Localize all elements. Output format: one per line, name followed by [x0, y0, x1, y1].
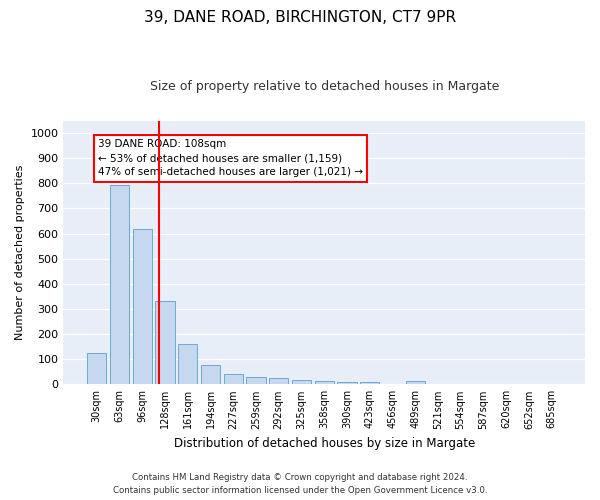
Bar	[292, 380, 311, 384]
Bar	[178, 344, 197, 385]
Y-axis label: Number of detached properties: Number of detached properties	[15, 164, 25, 340]
Bar	[133, 228, 152, 384]
Bar	[406, 382, 425, 384]
Text: 39 DANE ROAD: 108sqm
← 53% of detached houses are smaller (1,159)
47% of semi-de: 39 DANE ROAD: 108sqm ← 53% of detached h…	[98, 140, 363, 177]
Title: Size of property relative to detached houses in Margate: Size of property relative to detached ho…	[149, 80, 499, 93]
Bar	[314, 382, 334, 384]
Bar	[269, 378, 289, 384]
X-axis label: Distribution of detached houses by size in Margate: Distribution of detached houses by size …	[173, 437, 475, 450]
Bar	[110, 184, 129, 384]
Bar	[337, 382, 356, 384]
Bar	[87, 353, 106, 384]
Bar	[155, 302, 175, 384]
Text: Contains HM Land Registry data © Crown copyright and database right 2024.
Contai: Contains HM Land Registry data © Crown c…	[113, 474, 487, 495]
Bar	[201, 364, 220, 384]
Bar	[360, 382, 379, 384]
Text: 39, DANE ROAD, BIRCHINGTON, CT7 9PR: 39, DANE ROAD, BIRCHINGTON, CT7 9PR	[144, 10, 456, 25]
Bar	[247, 378, 266, 384]
Bar	[224, 374, 243, 384]
